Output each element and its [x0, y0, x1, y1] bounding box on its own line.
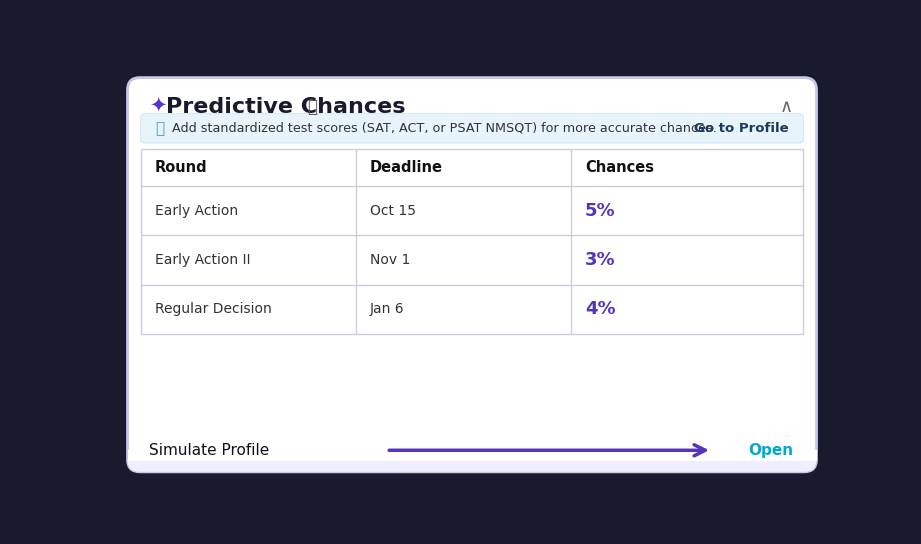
Text: Early Action: Early Action [155, 204, 238, 218]
Text: Open: Open [748, 443, 793, 458]
Text: 3%: 3% [585, 251, 615, 269]
Text: 4%: 4% [585, 300, 615, 318]
Text: Go to Profile: Go to Profile [694, 122, 788, 135]
FancyBboxPatch shape [127, 450, 817, 472]
Bar [127, 450, 817, 461]
Text: Jan 6: Jan 6 [370, 302, 404, 317]
FancyBboxPatch shape [127, 78, 817, 472]
Text: Early Action II: Early Action II [155, 253, 251, 267]
Text: Nov 1: Nov 1 [370, 253, 411, 267]
Text: ∧: ∧ [780, 98, 793, 116]
Text: Simulate Profile: Simulate Profile [149, 443, 270, 458]
Text: Chances: Chances [585, 160, 654, 175]
Text: Add standardized test scores (SAT, ACT, or PSAT NMSQT) for more accurate chances: Add standardized test scores (SAT, ACT, … [172, 122, 717, 135]
Bar [141, 149, 803, 334]
FancyBboxPatch shape [141, 114, 803, 143]
Text: Oct 15: Oct 15 [370, 204, 416, 218]
Text: Predictive Chances: Predictive Chances [167, 97, 406, 117]
Text: Deadline: Deadline [370, 160, 443, 175]
Text: ✦: ✦ [149, 97, 167, 117]
Text: Round: Round [155, 160, 207, 175]
Text: 5%: 5% [585, 202, 615, 220]
Text: ⓘ: ⓘ [308, 98, 318, 116]
Text: ⓘ: ⓘ [156, 121, 165, 136]
Text: Regular Decision: Regular Decision [155, 302, 272, 317]
